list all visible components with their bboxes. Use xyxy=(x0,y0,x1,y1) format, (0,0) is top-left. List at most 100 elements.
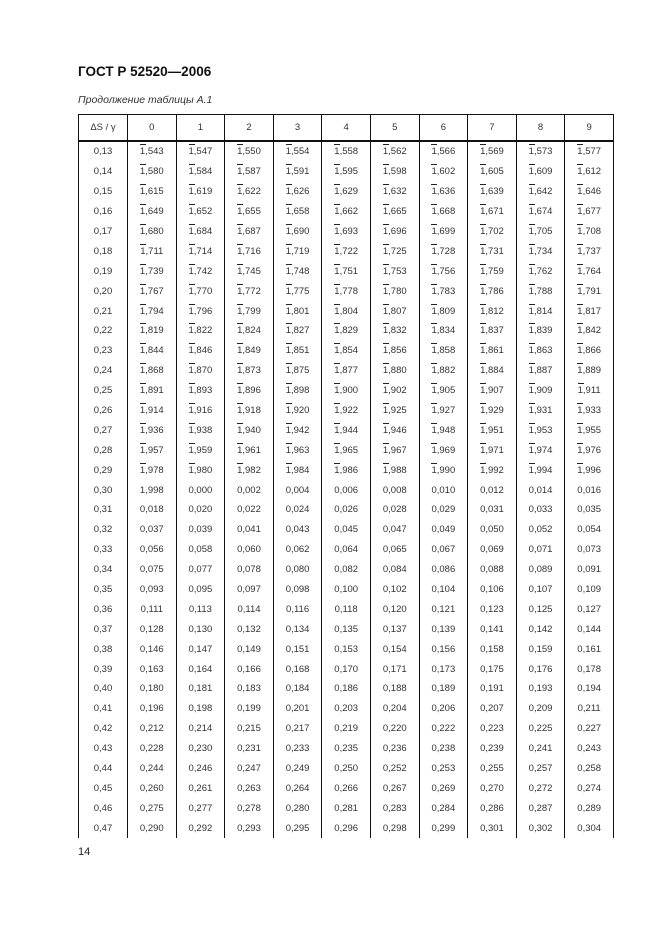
cell-value: 1,882 xyxy=(431,363,456,377)
cell-value: 0,004 xyxy=(285,484,310,496)
cell-value: 0,189 xyxy=(431,683,456,695)
table-cell: 0,037 xyxy=(127,519,177,540)
table-row: 0,25 1,891 1,893 1,896 1,898 1,900 1,902 1,905 1… xyxy=(78,380,614,401)
table-cell: 0,298 xyxy=(369,818,420,839)
table-cell: 1,920 xyxy=(272,400,323,421)
table-cell: 1,877 xyxy=(321,360,371,381)
cell-value: 1,829 xyxy=(334,323,359,337)
cell-value: 1,775 xyxy=(285,283,310,297)
table-cell: 1,971 xyxy=(467,440,517,461)
cell-value: 0,149 xyxy=(237,643,261,655)
cell-value: 0,211 xyxy=(577,703,601,715)
cell-value: 1,639 xyxy=(480,184,504,198)
cell-value: 0,255 xyxy=(480,763,504,775)
table-row: 0,33 0,056 0,058 0,060 0,062 0,064 0,065 0,067 0… xyxy=(78,539,614,560)
cell-value: 1,929 xyxy=(480,403,504,417)
table-cell: 1,764 xyxy=(564,261,614,282)
cell-value: 1,716 xyxy=(237,243,261,257)
cell-value: 0,171 xyxy=(382,663,407,675)
table-cell: 0,269 xyxy=(418,778,469,799)
cell-value: 1,936 xyxy=(139,422,164,436)
cell-value: 0,132 xyxy=(237,623,261,635)
cell-value: 0,235 xyxy=(334,743,359,755)
column-header-3: 3 xyxy=(272,114,323,142)
table-cell: 0,093 xyxy=(127,579,177,600)
table-cell: 0,156 xyxy=(418,639,469,660)
cell-value: 0,127 xyxy=(577,603,602,615)
cell-value: 1,933 xyxy=(577,403,602,417)
cell-value: 1,791 xyxy=(577,283,602,297)
table-cell: 0,153 xyxy=(321,639,371,660)
cell-value: 0,113 xyxy=(188,603,212,615)
table-cell: 1,636 xyxy=(418,181,469,202)
cell-value: 1,858 xyxy=(431,343,456,357)
cell-value: 0,183 xyxy=(237,683,261,695)
cell-value: 1,863 xyxy=(528,343,553,357)
cell-value: 0,168 xyxy=(285,663,310,675)
table-cell: 0,168 xyxy=(272,659,323,680)
cell-value: 1,916 xyxy=(188,403,213,417)
table-cell: 1,916 xyxy=(175,400,226,421)
table-cell: 1,751 xyxy=(321,261,371,282)
table-cell: 1,731 xyxy=(467,241,517,262)
table-cell: 0,097 xyxy=(224,579,274,600)
cell-value: 1,742 xyxy=(188,263,213,277)
cell-value: 1,891 xyxy=(139,383,164,397)
table-cell: 1,705 xyxy=(515,221,566,242)
cell-value: 1,714 xyxy=(188,243,213,257)
cell-value: 0,018 xyxy=(139,504,164,516)
table-row: 0,24 1,868 1,870 1,873 1,875 1,877 1,880 1,882 1… xyxy=(78,360,614,381)
table-cell: 1,780 xyxy=(369,281,420,302)
table-cell: 1,866 xyxy=(564,340,614,361)
table-cell: 1,677 xyxy=(564,201,614,222)
cell-value: 0,041 xyxy=(237,524,261,536)
cell-value: 0,196 xyxy=(139,703,164,715)
cell-value: 0,253 xyxy=(431,763,456,775)
row-key: 0,38 xyxy=(78,639,128,660)
table-cell: 1,612 xyxy=(564,161,614,182)
table-row: 0,26 1,914 1,916 1,918 1,920 1,922 1,925 1,927 1… xyxy=(78,400,614,421)
table-cell: 0,043 xyxy=(272,519,323,540)
cell-value: 1,978 xyxy=(139,462,164,476)
table-cell: 1,693 xyxy=(321,221,371,242)
cell-value: 1,671 xyxy=(480,204,504,218)
cell-value: 0,231 xyxy=(237,743,261,755)
table-cell: 1,602 xyxy=(418,161,469,182)
cell-value: 1,844 xyxy=(139,343,164,357)
cell-value: 0,144 xyxy=(577,623,602,635)
cell-value: 1,982 xyxy=(237,462,261,476)
cell-value: 1,615 xyxy=(139,184,164,198)
table-cell: 0,266 xyxy=(321,778,371,799)
table-cell: 1,824 xyxy=(224,321,274,341)
table-cell: 0,292 xyxy=(175,818,226,839)
table-cell: 0,204 xyxy=(369,698,420,719)
cell-value: 0,056 xyxy=(139,544,164,556)
cell-value: 1,543 xyxy=(139,144,164,158)
table-cell: 1,543 xyxy=(127,141,177,162)
cell-value: 1,905 xyxy=(431,383,456,397)
table-cell: 0,077 xyxy=(175,559,226,580)
table-cell: 1,854 xyxy=(321,340,371,361)
table-cell: 1,598 xyxy=(369,161,420,182)
cell-value: 0,045 xyxy=(334,524,359,536)
cell-value: 1,801 xyxy=(285,303,310,317)
cell-value: 1,734 xyxy=(528,243,553,257)
table-cell: 0,067 xyxy=(418,539,469,560)
cell-value: 0,212 xyxy=(139,723,164,735)
cell-value: 0,123 xyxy=(480,603,504,615)
cell-value: 1,756 xyxy=(431,263,456,277)
cell-value: 1,587 xyxy=(237,164,261,178)
table-cell: 0,194 xyxy=(564,679,614,699)
cell-value: 1,961 xyxy=(237,442,261,456)
cell-value: 1,591 xyxy=(285,164,310,178)
cell-value: 0,180 xyxy=(139,683,164,695)
table-cell: 1,914 xyxy=(127,400,177,421)
cell-value: 0,097 xyxy=(237,584,261,596)
cell-value: 1,602 xyxy=(431,164,456,178)
table-cell: 1,907 xyxy=(467,380,517,401)
cell-value: 1,562 xyxy=(382,144,407,158)
cell-value: 0,280 xyxy=(285,802,310,814)
cell-value: 0,290 xyxy=(139,822,164,834)
table-cell: 0,151 xyxy=(272,639,323,660)
row-key: 0,28 xyxy=(78,440,128,461)
